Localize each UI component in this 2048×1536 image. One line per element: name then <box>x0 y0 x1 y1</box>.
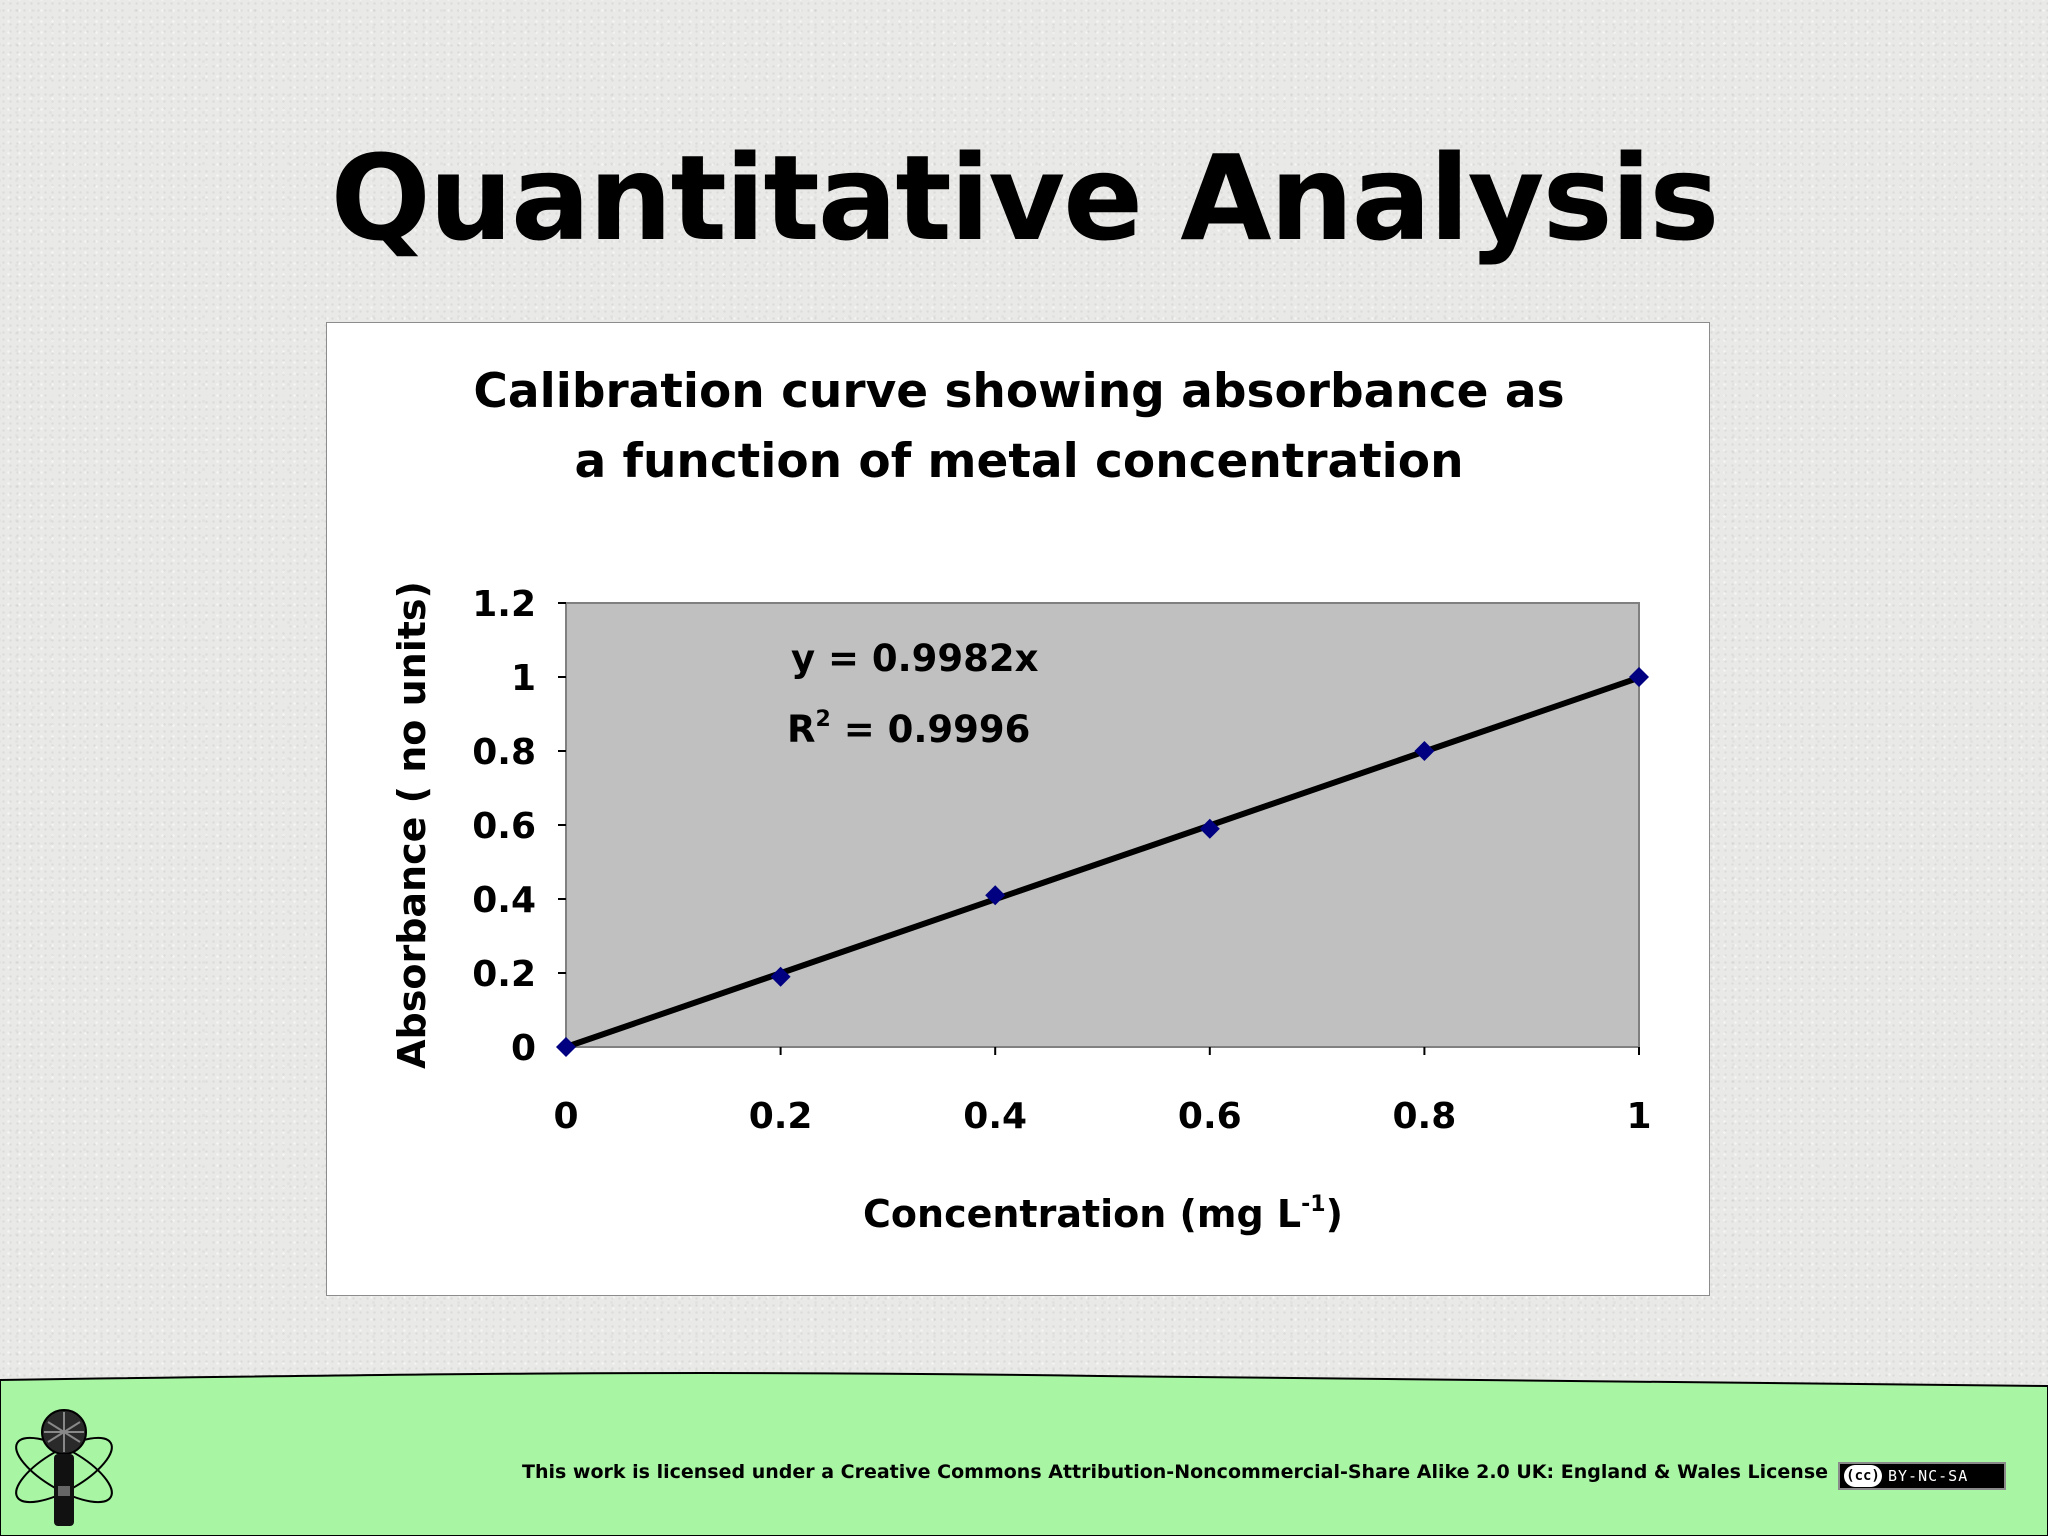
plot-area <box>565 602 1640 1048</box>
data-point <box>770 966 791 987</box>
y-tick-label: 0.4 <box>472 880 536 921</box>
chart-title-line-1: Calibration curve showing absorbance as <box>473 364 1565 419</box>
y-tick-label: 1 <box>511 658 536 699</box>
data-point <box>1414 741 1435 761</box>
y-tick-label: 0.8 <box>472 732 536 773</box>
calibration-chart: 0 0.2 0.4 0.6 0.8 1 1.2 0 0.2 0.4 0.6 0.8 1 y = 0.9… <box>390 581 1652 1236</box>
x-tick-label: 0.2 <box>749 1096 813 1137</box>
r-squared-symbol: R <box>787 708 816 751</box>
y-tick-label: 0.2 <box>472 954 536 995</box>
data-point <box>985 885 1006 906</box>
x-tick-label: 0 <box>553 1096 578 1137</box>
equation-label: y = 0.9982x <box>791 637 1039 680</box>
license-text[interactable]: This work is licensed under a Creative C… <box>522 1461 1829 1483</box>
microphone-atom-icon <box>4 1404 124 1534</box>
r-squared-value: = 0.9996 <box>831 708 1031 751</box>
x-tick-label: 1 <box>1626 1096 1651 1137</box>
cc-badge-label: (cc) <box>1844 1465 1882 1487</box>
y-tick-label: 0 <box>511 1028 536 1069</box>
x-axis-label-main: Concentration (mg L <box>863 1192 1301 1236</box>
x-axis-ticks: 0 0.2 0.4 0.6 0.8 1 <box>553 1047 1652 1137</box>
slide-title: Quantitative Analysis <box>330 129 1720 267</box>
r-squared-label: R2 = 0.9996 <box>787 707 1030 751</box>
r-squared-superscript: 2 <box>816 707 831 732</box>
y-axis-ticks: 0 0.2 0.4 0.6 0.8 1 1.2 <box>472 584 566 1069</box>
data-point <box>1629 667 1649 687</box>
x-tick-label: 0.8 <box>1393 1096 1457 1137</box>
y-tick-label: 0.6 <box>472 806 536 847</box>
data-points <box>556 667 1649 1057</box>
data-point <box>556 1037 576 1057</box>
data-point <box>1199 818 1220 839</box>
chart-title: Calibration curve showing absorbance as … <box>327 357 1711 497</box>
cc-badge-terms: BY-NC-SA <box>1888 1467 1969 1485</box>
x-tick-label: 0.4 <box>963 1096 1027 1137</box>
y-axis-label: Absorbance ( no units) <box>390 581 434 1069</box>
x-axis-label: Concentration (mg L-1) <box>863 1192 1343 1236</box>
cc-license-badge[interactable]: (cc) BY-NC-SA <box>1838 1462 2006 1490</box>
x-axis-label-superscript: -1 <box>1301 1192 1325 1217</box>
x-axis-label-suffix: ) <box>1326 1192 1343 1236</box>
trendline <box>565 674 1640 1050</box>
y-tick-label: 1.2 <box>472 584 536 625</box>
x-tick-label: 0.6 <box>1178 1096 1242 1137</box>
chart-title-line-2: a function of metal concentration <box>574 434 1464 489</box>
footer-band <box>0 1372 2048 1536</box>
footer-wave <box>0 1372 2048 1536</box>
chart-area: Calibration curve showing absorbance as … <box>326 322 1710 1296</box>
